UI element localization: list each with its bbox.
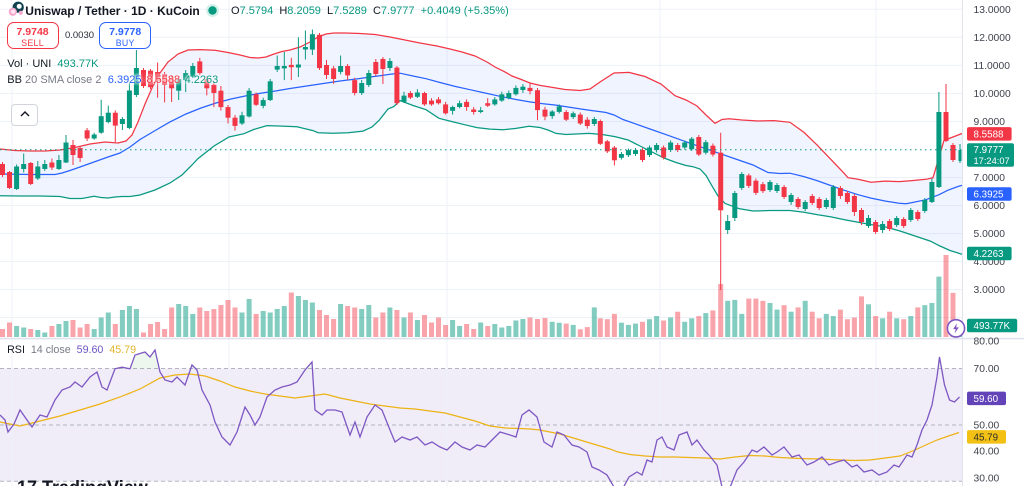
svg-text:13.0000: 13.0000 — [974, 5, 1011, 16]
svg-text:45.79: 45.79 — [974, 432, 999, 443]
svg-text:17:24:07: 17:24:07 — [974, 156, 1010, 166]
svg-text:9.0000: 9.0000 — [974, 117, 1006, 128]
svg-text:5.0000: 5.0000 — [974, 229, 1006, 240]
svg-text:7.0000: 7.0000 — [974, 173, 1006, 184]
svg-text:8.5588: 8.5588 — [974, 129, 1005, 140]
svg-text:80.00: 80.00 — [974, 337, 1000, 348]
svg-text:493.77K: 493.77K — [974, 321, 1011, 332]
svg-text:7.9777: 7.9777 — [974, 145, 1004, 156]
svg-text:17 TradingView: 17 TradingView — [17, 478, 149, 486]
svg-text:70.00: 70.00 — [974, 364, 1000, 375]
svg-text:4.0000: 4.0000 — [974, 257, 1006, 268]
svg-text:11.0000: 11.0000 — [974, 61, 1011, 72]
svg-text:4.2263: 4.2263 — [974, 249, 1005, 260]
svg-text:30.00: 30.00 — [974, 474, 1000, 485]
svg-text:6.3925: 6.3925 — [974, 190, 1005, 201]
svg-text:3.0000: 3.0000 — [974, 285, 1006, 296]
svg-text:6.0000: 6.0000 — [974, 201, 1006, 212]
svg-text:12.0000: 12.0000 — [974, 33, 1011, 44]
svg-text:50.00: 50.00 — [974, 421, 1000, 432]
svg-text:10.0000: 10.0000 — [974, 89, 1011, 100]
svg-text:40.00: 40.00 — [974, 447, 1000, 458]
svg-text:59.60: 59.60 — [974, 394, 999, 405]
